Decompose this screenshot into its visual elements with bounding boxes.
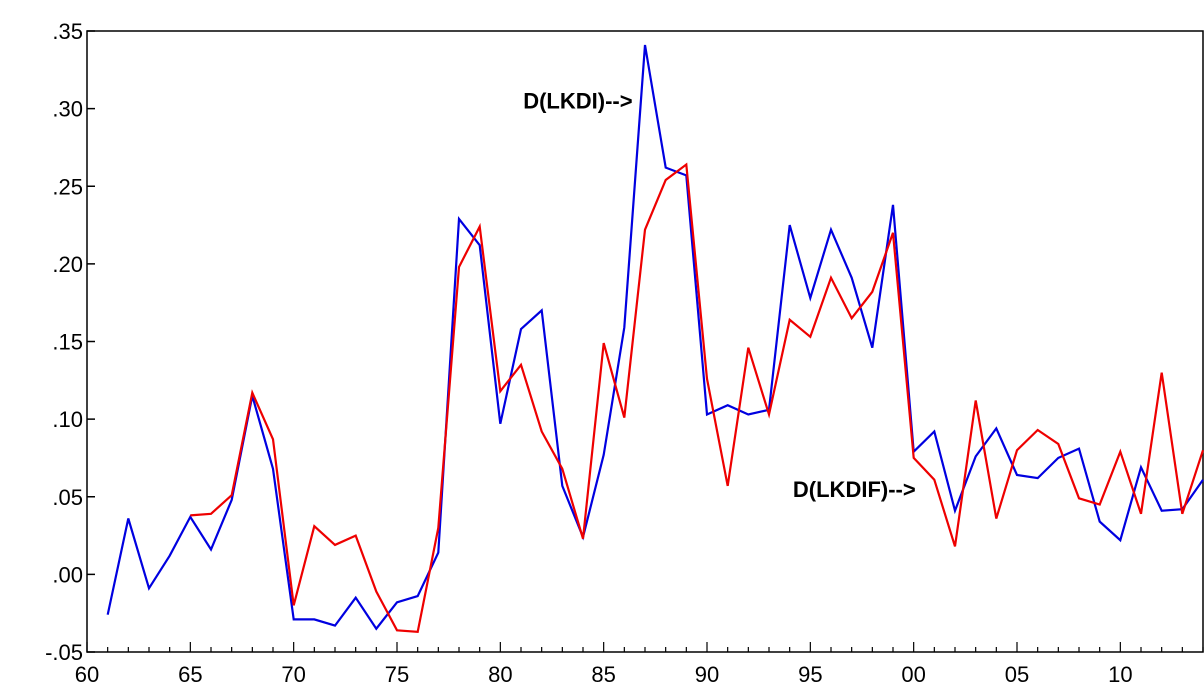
y-tick-label: .00 [52,562,83,587]
series-line-1 [190,162,1204,633]
y-tick-label: .10 [52,407,83,432]
series-layer [106,44,1204,633]
x-tick-label: 90 [695,662,719,687]
y-axis: -.05 .00 .05 .10 .15 .20 .25 .30 .35 [45,19,95,665]
x-tick-label: 75 [385,662,409,687]
x-tick-label: 05 [1005,662,1029,687]
y-tick-label: .05 [52,485,83,510]
y-tick-label: .25 [52,174,83,199]
x-tick-label: 10 [1108,662,1132,687]
y-tick-label: -.05 [45,640,83,665]
x-axis: 60 65 70 75 80 85 90 95 00 05 10 [75,642,1204,687]
y-tick-label: .30 [52,97,83,122]
y-tick-label: .35 [52,19,83,44]
x-tick-label: 60 [75,662,99,687]
plot-frame [86,30,1204,653]
series-annotation: D(LKDIF)--> [793,477,916,502]
x-tick-label: 80 [488,662,512,687]
y-tick-label: .15 [52,330,83,355]
x-tick-label: 65 [178,662,202,687]
x-tick-label: 00 [901,662,925,687]
x-tick-label: 95 [798,662,822,687]
annotation-layer: D(LKDI)--> D(LKDIF)--> [523,89,916,502]
series-annotation: D(LKDI)--> [523,89,632,114]
x-tick-label: 70 [281,662,305,687]
x-tick-label: 85 [591,662,615,687]
series-line-0 [106,44,1204,631]
y-tick-label: .20 [52,252,83,277]
